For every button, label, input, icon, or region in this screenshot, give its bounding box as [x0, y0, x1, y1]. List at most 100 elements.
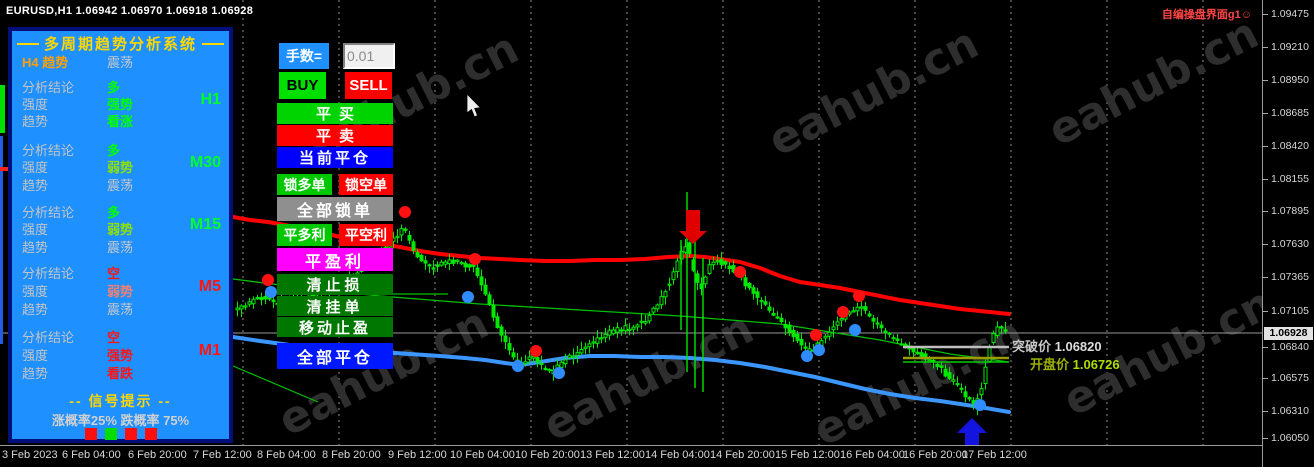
price-axis-tick [1262, 411, 1268, 412]
time-axis-label: 9 Feb 12:00 [388, 449, 447, 461]
price-axis-label: 1.07105 [1271, 305, 1309, 317]
close-short-profit-button[interactable]: 平空利 [339, 224, 393, 246]
time-axis-label: 17 Feb 12:00 [962, 449, 1027, 461]
price-axis-tick [1262, 179, 1268, 180]
row-label: 趋势 [22, 114, 49, 129]
trendline [232, 365, 319, 403]
buy-signal-dot [813, 344, 825, 356]
price-axis-tick [1262, 378, 1268, 379]
row-label: 趋势 [22, 240, 49, 255]
clear-pending-button[interactable]: 清挂单 [277, 296, 393, 316]
breakout-annotation: 突破价 1.06820 [1012, 339, 1102, 354]
lots-input[interactable] [343, 43, 395, 69]
price-axis-tick [1262, 311, 1268, 312]
close-current-button[interactable]: 当前平仓 [277, 147, 393, 168]
trailing-stop-button[interactable]: 移动止盈 [277, 317, 393, 337]
price-axis-label: 1.08950 [1271, 74, 1309, 86]
lock-long-button[interactable]: 锁多单 [277, 174, 332, 195]
time-axis-label: 15 Feb 12:00 [775, 449, 840, 461]
time-axis-label: 13 Feb 12:00 [580, 449, 645, 461]
row-label: 强度 [22, 348, 49, 363]
close-sell-button[interactable]: 平卖 [277, 125, 393, 146]
sell-button[interactable]: SELL [345, 72, 392, 99]
row-label: 强度 [22, 222, 49, 237]
time-axis-label: 6 Feb 04:00 [62, 449, 121, 461]
price-axis-tick [1262, 47, 1268, 48]
ma-line [232, 278, 1010, 363]
chart-title-ohlc: EURUSD,H1 1.06942 1.06970 1.06918 1.0692… [6, 5, 254, 17]
time-axis-label: 14 Feb 04:00 [645, 449, 710, 461]
price-axis-label: 1.06310 [1271, 405, 1309, 417]
signal-square [145, 428, 157, 440]
price-axis-tick [1262, 146, 1268, 147]
current-price-label: 1.06928 [1264, 327, 1313, 340]
price-axis-label: 1.08685 [1271, 107, 1309, 119]
sell-signal-dot [530, 345, 542, 357]
sell-signal-dot [837, 306, 849, 318]
time-axis-label: 14 Feb 20:00 [710, 449, 775, 461]
buy-signal-dot [974, 399, 986, 411]
time-axis-label: 16 Feb 04:00 [840, 449, 905, 461]
sell-signal-dot [734, 266, 746, 278]
row-label: 强度 [22, 160, 49, 175]
close-long-profit-button[interactable]: 平多利 [277, 224, 332, 246]
buy-signal-dot [553, 367, 565, 379]
buy-signal-dot [849, 324, 861, 336]
clear-stoploss-button[interactable]: 清止损 [277, 274, 393, 295]
price-axis-tick [1262, 277, 1268, 278]
strength-value: 强势 [107, 97, 134, 112]
sell-signal-dot [853, 290, 865, 302]
timeframe-badge-h1: H1 [200, 91, 221, 108]
time-axis-label: 6 Feb 20:00 [128, 449, 187, 461]
price-axis-tick [1262, 244, 1268, 245]
timeframe-badge-m15: M15 [189, 216, 221, 233]
price-axis-label: 1.09475 [1271, 8, 1309, 20]
close-all-button[interactable]: 全部平仓 [277, 343, 393, 369]
h4-trend-value: 震荡 [107, 55, 134, 70]
signal-dots [262, 206, 986, 411]
lock-all-button[interactable]: 全部锁单 [277, 197, 393, 221]
lock-short-button[interactable]: 锁空单 [339, 174, 393, 195]
signal-arrows [679, 210, 987, 445]
buy-signal-dot [801, 350, 813, 362]
sell-arrow-head [679, 231, 707, 244]
probability-row: 涨概率25% 跌概率 75% [51, 413, 190, 428]
time-axis-label: 3 Feb 2023 [2, 449, 58, 461]
timeframe-badge-m30: M30 [189, 154, 221, 171]
close-buy-button[interactable]: 平买 [277, 103, 393, 124]
trend-value: 震荡 [107, 240, 134, 255]
h4-trend-label: H4 趋势 [22, 55, 69, 70]
price-axis-tick [1262, 80, 1268, 81]
price-axis-label: 1.07630 [1271, 238, 1309, 250]
gridlines [242, 0, 1204, 445]
close-profit-button[interactable]: 平盈利 [277, 248, 393, 271]
time-axis-label: 8 Feb 20:00 [322, 449, 381, 461]
trend-value: 震荡 [107, 178, 134, 193]
price-axis-tick [1262, 14, 1268, 15]
buy-signal-dot [462, 291, 474, 303]
price-axis-label: 1.07365 [1271, 271, 1309, 283]
buy-button[interactable]: BUY [279, 72, 326, 99]
price-axis-tick [1262, 438, 1268, 439]
row-label: 分析结论 [22, 205, 75, 220]
sell-signal-dot [262, 274, 274, 286]
conclusion-value: 空 [107, 266, 121, 281]
sell-arrow-stem [686, 210, 700, 231]
time-axis-label: 10 Feb 20:00 [515, 449, 580, 461]
strength-value: 弱势 [107, 222, 134, 237]
price-axis-tick [1262, 211, 1268, 212]
trend-value: 震荡 [107, 302, 134, 317]
price-axis-label: 1.08155 [1271, 173, 1309, 185]
strength-value: 弱势 [107, 284, 134, 299]
row-label: 强度 [22, 284, 49, 299]
price-axis-label: 1.06050 [1271, 432, 1309, 444]
trend-value: 看跌 [107, 366, 134, 381]
signal-hint-title: -- 信号提示 -- [69, 393, 172, 409]
timeframe-badge-m1: M1 [198, 342, 221, 359]
row-label: 趋势 [22, 366, 49, 381]
sell-signal-dot [469, 253, 481, 265]
buy-signal-dot [512, 360, 524, 372]
